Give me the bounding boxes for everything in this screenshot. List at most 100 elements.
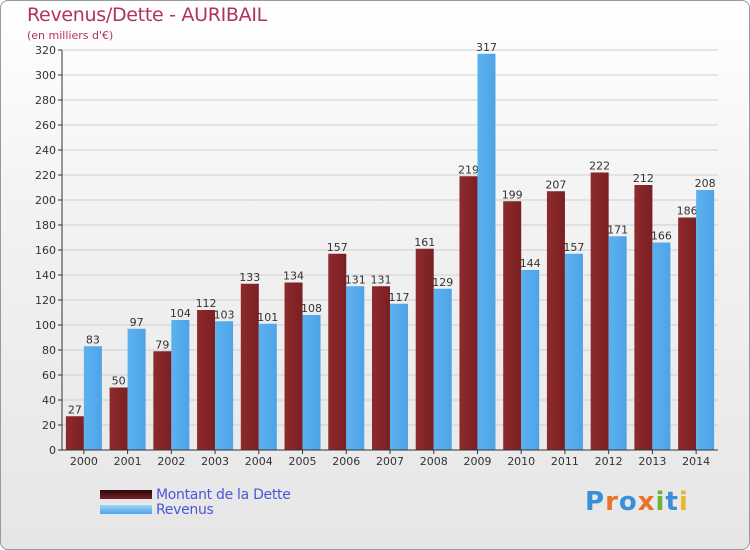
bar-dette — [328, 253, 347, 450]
bar-revenus — [521, 270, 540, 450]
bar-revenus — [652, 242, 671, 450]
logo-letter: t — [665, 487, 679, 517]
x-tick-label: 2007 — [376, 455, 404, 468]
data-label-revenus: 97 — [130, 316, 144, 329]
legend-label-revenus: Revenus — [156, 501, 214, 518]
x-tick-label: 2013 — [638, 455, 666, 468]
data-label-dette: 50 — [112, 375, 126, 388]
bar-revenus — [346, 286, 365, 450]
y-tick-label: 280 — [35, 94, 56, 107]
data-label-dette: 199 — [502, 188, 523, 201]
bar-dette — [284, 282, 303, 450]
data-label-revenus: 171 — [607, 223, 628, 236]
x-tick-label: 2009 — [463, 455, 491, 468]
data-label-revenus: 103 — [214, 308, 235, 321]
bar-dette — [415, 248, 434, 450]
x-tick-label: 2005 — [289, 455, 317, 468]
bar-dette — [65, 416, 84, 450]
bar-revenus — [171, 320, 190, 450]
logo-letter: x — [637, 487, 656, 517]
legend-item-dette: Montant de la Dette — [100, 486, 291, 503]
x-tick-label: 2001 — [114, 455, 142, 468]
bar-revenus — [215, 321, 234, 450]
data-label-revenus: 104 — [170, 307, 191, 320]
y-tick-label: 320 — [35, 44, 56, 57]
data-label-revenus: 131 — [345, 273, 366, 286]
data-label-dette: 79 — [155, 338, 169, 351]
bar-dette — [240, 283, 259, 450]
data-label-revenus: 166 — [651, 230, 672, 243]
data-label-dette: 27 — [68, 403, 82, 416]
x-tick-label: 2008 — [420, 455, 448, 468]
data-label-revenus: 117 — [389, 291, 410, 304]
bar-dette — [590, 172, 609, 450]
x-tick-label: 2014 — [682, 455, 710, 468]
logo-letter: P — [585, 487, 606, 517]
data-label-dette: 207 — [545, 178, 566, 191]
y-tick-label: 0 — [49, 444, 56, 457]
bar-dette — [372, 286, 390, 450]
y-tick-label: 240 — [35, 144, 56, 157]
y-tick-label: 140 — [35, 269, 56, 282]
bar-revenus — [608, 236, 627, 450]
logo-letter: o — [618, 487, 638, 517]
bar-revenus — [390, 303, 408, 450]
data-label-dette: 186 — [677, 205, 698, 218]
logo-letter: r — [605, 487, 619, 517]
legend: Montant de la Dette Revenus — [100, 486, 291, 518]
y-tick-label: 60 — [42, 369, 56, 382]
bar-revenus — [258, 323, 277, 450]
data-label-revenus: 144 — [520, 257, 541, 270]
bar-revenus — [433, 288, 452, 450]
bar-dette — [678, 217, 697, 450]
bar-dette — [153, 351, 172, 450]
bar-revenus — [302, 315, 321, 450]
data-label-revenus: 83 — [86, 333, 100, 346]
y-tick-label: 220 — [35, 169, 56, 182]
y-tick-label: 180 — [35, 219, 56, 232]
x-tick-label: 2000 — [70, 455, 98, 468]
y-tick-label: 300 — [35, 69, 56, 82]
data-label-dette: 157 — [327, 241, 348, 254]
data-label-dette: 212 — [633, 172, 654, 185]
y-tick-label: 120 — [35, 294, 56, 307]
x-tick-label: 2004 — [245, 455, 273, 468]
bar-revenus — [696, 190, 715, 450]
legend-label-dette: Montant de la Dette — [156, 486, 291, 503]
data-label-dette: 222 — [589, 160, 610, 173]
data-label-dette: 131 — [371, 273, 392, 286]
y-tick-label: 100 — [35, 319, 56, 332]
chart-title: Revenus/Dette - AURIBAIL — [27, 4, 267, 26]
bar-revenus — [83, 346, 102, 450]
data-label-revenus: 129 — [432, 276, 453, 289]
bar-dette — [459, 176, 478, 450]
legend-swatch-dette — [100, 490, 152, 499]
bar-revenus — [477, 53, 496, 450]
y-tick-label: 40 — [42, 394, 56, 407]
data-label-dette: 134 — [283, 270, 304, 283]
data-label-dette: 219 — [458, 163, 479, 176]
x-tick-label: 2012 — [595, 455, 623, 468]
x-tick-label: 2003 — [201, 455, 229, 468]
data-label-revenus: 317 — [476, 41, 497, 54]
bar-dette — [197, 310, 216, 450]
x-tick-label: 2002 — [157, 455, 185, 468]
data-label-dette: 133 — [239, 271, 260, 284]
proxiti-logo[interactable]: Proxiti — [585, 487, 689, 517]
y-tick-label: 80 — [42, 344, 56, 357]
bar-revenus — [127, 328, 146, 450]
data-label-revenus: 157 — [563, 241, 584, 254]
chart-subtitle: (en milliers d'€) — [27, 29, 114, 42]
bar-dette — [503, 201, 522, 450]
data-label-revenus: 108 — [301, 302, 322, 315]
x-tick-label: 2010 — [507, 455, 535, 468]
data-label-revenus: 101 — [257, 311, 278, 324]
y-tick-label: 260 — [35, 119, 56, 132]
bar-dette — [109, 387, 128, 450]
data-label-dette: 112 — [196, 297, 217, 310]
y-tick-label: 160 — [35, 244, 56, 257]
logo-letter: i — [655, 487, 666, 517]
bar-dette — [546, 191, 565, 450]
legend-swatch-revenus — [100, 505, 152, 514]
